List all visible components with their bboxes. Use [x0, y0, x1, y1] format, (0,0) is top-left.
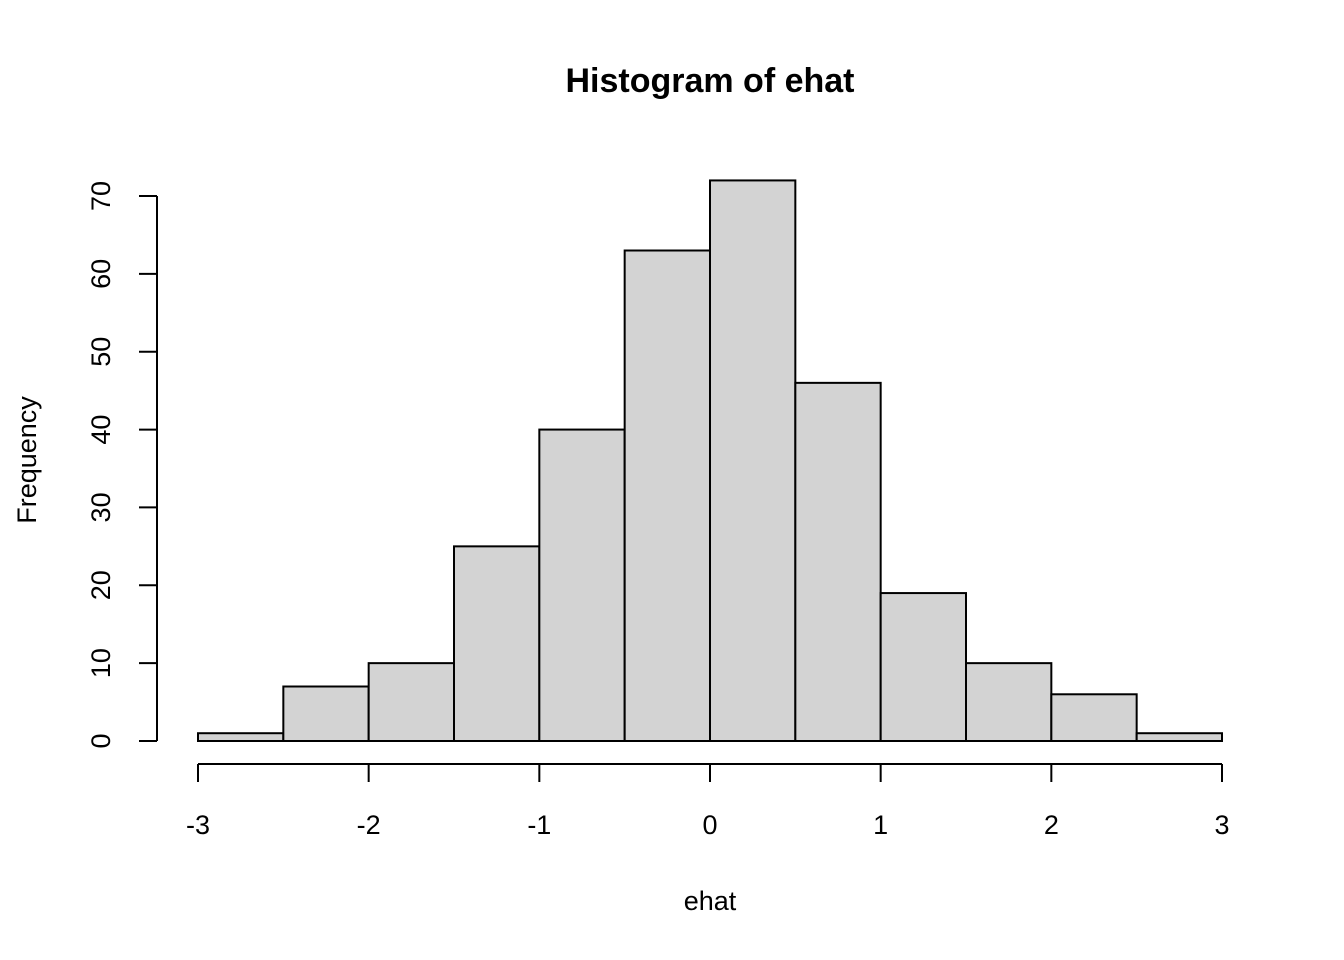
histogram-bar — [794, 381, 882, 742]
x-tick-label: 1 — [873, 810, 888, 840]
histogram-bar — [965, 662, 1053, 743]
histogram-bar — [282, 685, 370, 742]
histogram-bar — [709, 179, 797, 742]
chart-title: Histogram of ehat — [565, 62, 854, 100]
histogram-bar — [1050, 693, 1138, 742]
x-tick-label: -3 — [186, 810, 210, 840]
y-tick-label: 10 — [86, 648, 116, 678]
y-axis-title: Frequency — [12, 396, 42, 524]
x-tick-label: 0 — [702, 810, 717, 840]
histogram-bar — [623, 249, 712, 742]
histogram-bar — [367, 662, 455, 743]
y-tick-label: 70 — [86, 181, 116, 211]
x-tick-label: 2 — [1044, 810, 1059, 840]
x-tick-label: -1 — [527, 810, 551, 840]
x-axis: -3 -2 -1 0 1 2 3 — [186, 763, 1230, 840]
y-tick-label: 30 — [86, 492, 116, 522]
histogram-bar — [197, 732, 285, 743]
bars-group — [197, 179, 1223, 743]
histogram-bar — [453, 545, 541, 742]
histogram-bar — [538, 428, 626, 742]
y-axis: 0 10 20 30 40 50 60 70 — [86, 181, 158, 749]
histogram-bar — [879, 592, 968, 742]
y-tick-label: 20 — [86, 570, 116, 600]
x-tick-label: 3 — [1214, 810, 1229, 840]
x-tick-label: -2 — [357, 810, 381, 840]
x-axis-title: ehat — [684, 886, 737, 916]
y-tick-label: 60 — [86, 259, 116, 289]
y-tick-label: 0 — [86, 733, 116, 748]
y-tick-label: 50 — [86, 337, 116, 367]
histogram-bar — [1135, 732, 1223, 743]
y-tick-label: 40 — [86, 415, 116, 445]
